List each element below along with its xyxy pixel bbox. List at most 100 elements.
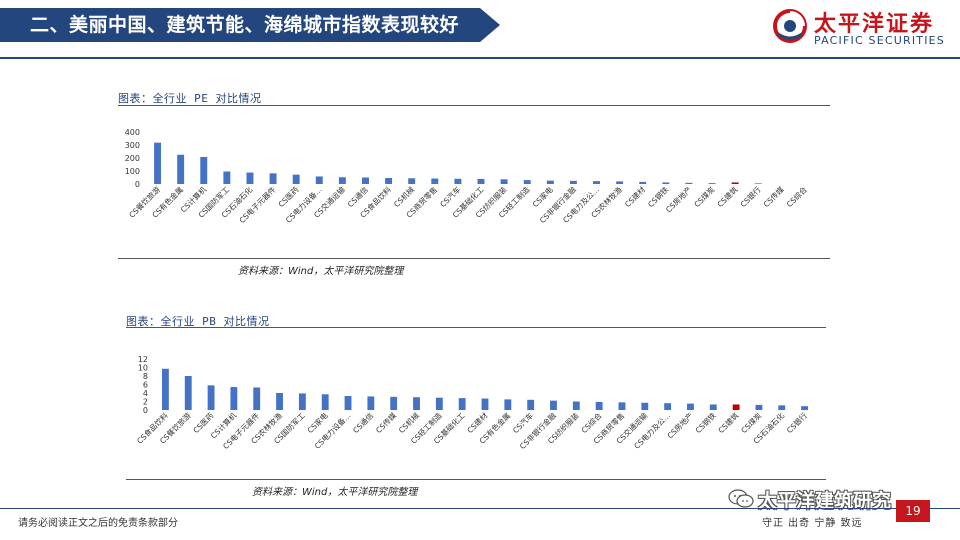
footer-divider <box>0 508 960 509</box>
bar <box>458 398 466 410</box>
bar <box>315 176 323 184</box>
bar <box>664 403 672 410</box>
category-label: CS传媒 <box>761 184 786 209</box>
wechat-icon <box>728 489 754 508</box>
category-label: CS建筑 <box>716 410 741 435</box>
title-banner: 二、美丽中国、建筑节能、海绵城市指数表现较好 <box>0 8 500 42</box>
bar <box>454 178 462 184</box>
y-tick-label: 6 <box>143 381 148 390</box>
y-tick-label: 2 <box>143 398 148 407</box>
footer-disclaimer: 请务必阅读正文之后的免责条款部分 <box>18 518 178 529</box>
bar <box>477 178 485 184</box>
bar <box>276 393 283 410</box>
bar <box>321 394 329 410</box>
bar <box>367 396 375 410</box>
y-tick-label: 0 <box>143 406 148 415</box>
pe-chart-title: 图表：全行业 PE 对比情况 <box>118 92 262 105</box>
pb-chart-panel: 图表：全行业 PB 对比情况 0 2 4 6 8 10 12 CS食品饮料 CS餐饮旅游 CS医药… <box>126 313 838 503</box>
pe-bottom-line <box>118 258 830 259</box>
y-tick-label: 400 <box>125 128 140 137</box>
bar <box>500 179 508 184</box>
category-label: CS煤炭 <box>692 184 717 209</box>
bar <box>344 395 352 410</box>
category-label: CS银行 <box>738 184 763 209</box>
bar <box>200 156 208 184</box>
bar <box>641 402 649 410</box>
y-tick-label: 8 <box>143 372 148 381</box>
bar <box>184 376 192 410</box>
pe-bar-chart: 0100200300400CS餐饮旅游CS有色金属CS计算机CS国防军工CS石油… <box>125 128 809 225</box>
y-tick-label: 200 <box>125 154 140 163</box>
y-tick-label: 10 <box>138 364 148 373</box>
bar <box>732 404 740 410</box>
bar <box>435 397 443 410</box>
watermark-text: 太平洋建筑研究 <box>758 490 892 512</box>
bar <box>385 178 393 184</box>
footer-motto: 守正 出奇 宁静 致远 <box>762 518 863 529</box>
bar <box>338 177 346 184</box>
bar <box>801 406 809 410</box>
bar <box>413 397 420 410</box>
bar <box>298 393 306 410</box>
category-label: CS综合 <box>784 184 809 209</box>
bar <box>639 181 647 184</box>
y-tick-label: 4 <box>143 389 148 398</box>
slide-title: 二、美丽中国、建筑节能、海绵城市指数表现较好 <box>30 14 460 36</box>
bar <box>685 182 693 184</box>
category-label: CS房地产 <box>663 184 693 214</box>
pb-bar-chart: 024681012CS食品饮料CS餐饮旅游CS医药CS计算机CS电子元器件CS农… <box>134 355 809 451</box>
bar <box>504 399 512 410</box>
bar <box>223 171 231 184</box>
category-label: CS通信 <box>351 410 376 435</box>
bar <box>572 401 580 410</box>
bar <box>731 182 739 184</box>
bar <box>755 404 763 410</box>
bar <box>523 180 531 184</box>
pb-title-underline <box>126 327 826 328</box>
pb-chart-source: 资料来源：Wind，太平洋研究院整理 <box>252 487 418 498</box>
bar <box>616 181 624 184</box>
bar <box>527 399 535 410</box>
pb-bottom-line <box>126 479 826 480</box>
bar <box>662 182 670 184</box>
bar <box>431 178 439 184</box>
logo-english-name: PACIFIC SECURITIES <box>814 34 945 47</box>
bar <box>618 402 626 410</box>
bar <box>253 387 261 410</box>
bar <box>687 403 694 410</box>
bar <box>481 398 489 410</box>
category-label: CS钢铁 <box>693 410 718 435</box>
bar <box>778 405 786 410</box>
bar <box>292 174 300 184</box>
bar <box>708 183 716 184</box>
bar <box>390 396 398 410</box>
bar <box>408 178 416 184</box>
bar <box>546 180 554 184</box>
category-label: CS传媒 <box>373 410 398 435</box>
category-label: CS银行 <box>784 410 809 435</box>
bar <box>595 401 603 410</box>
bar <box>161 368 169 410</box>
logo-mark-icon <box>773 9 807 43</box>
bar <box>177 154 185 184</box>
bar <box>154 142 162 184</box>
bar <box>754 183 762 184</box>
y-tick-label: 300 <box>125 141 140 150</box>
bar <box>269 173 277 184</box>
pe-chart-panel: 图表：全行业 PE 对比情况 0 100 200 300 400 CS餐饮旅游 CS有色金属… <box>118 90 838 280</box>
bar <box>362 177 369 184</box>
pb-chart-title: 图表：全行业 PB 对比情况 <box>126 315 270 328</box>
bar <box>593 181 600 184</box>
y-tick-label: 12 <box>138 355 148 364</box>
y-tick-label: 0 <box>135 180 140 189</box>
logo-chinese-name: 太平洋证券 <box>814 12 935 37</box>
pe-chart-source: 资料来源：Wind，太平洋研究院整理 <box>238 266 404 277</box>
category-label: CS建筑 <box>715 184 740 209</box>
bar <box>550 400 557 410</box>
bar <box>709 404 717 410</box>
header-divider <box>0 57 960 59</box>
y-tick-label: 100 <box>125 167 140 176</box>
company-logo: 太平洋证券 PACIFIC SECURITIES <box>772 6 954 50</box>
bar <box>569 180 577 184</box>
bar <box>207 385 215 410</box>
